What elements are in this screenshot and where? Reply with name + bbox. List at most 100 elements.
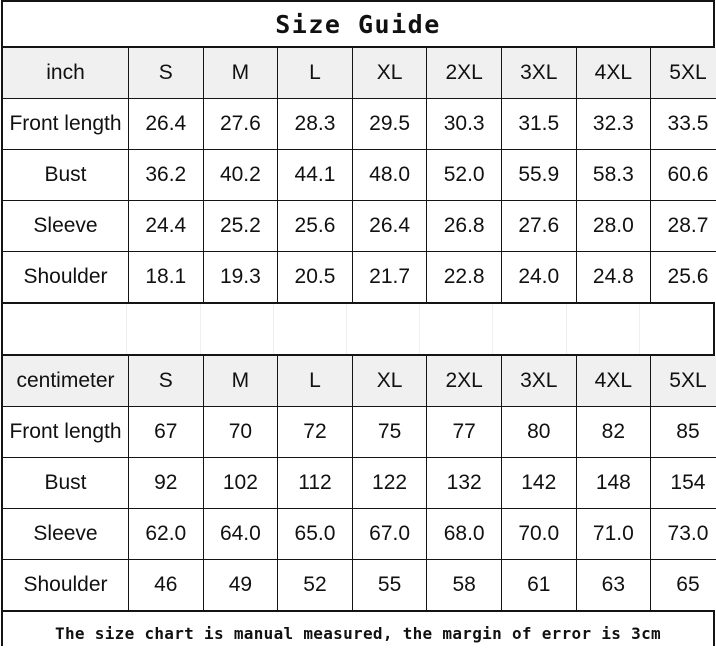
cm-bust-4xl: 148 xyxy=(575,457,652,509)
inch-shoulder-5xl: 25.6 xyxy=(650,251,716,302)
cm-front-length-s: 67 xyxy=(128,406,204,458)
cm-shoulder-m: 49 xyxy=(202,559,279,610)
cm-shoulder-l: 52 xyxy=(277,559,353,610)
inch-section: inch S M L XL 2XL 3XL 4XL 5XL Front leng… xyxy=(3,48,716,304)
cm-bust-m: 102 xyxy=(202,457,279,509)
inch-shoulder-xl: 21.7 xyxy=(351,251,428,302)
inch-bust-m: 40.2 xyxy=(202,149,279,201)
cm-bust-l: 112 xyxy=(277,457,353,509)
inch-sleeve-xl: 26.4 xyxy=(351,200,428,252)
cm-front-length-4xl: 82 xyxy=(575,406,652,458)
cm-sleeve-xl: 67.0 xyxy=(351,508,428,560)
inch-header-size-s: S xyxy=(128,48,204,99)
inch-header-size-2xl: 2XL xyxy=(426,48,502,99)
inch-front-length-l: 28.3 xyxy=(277,98,353,150)
inch-bust-xl: 48.0 xyxy=(351,149,428,201)
inch-front-length-5xl: 33.5 xyxy=(650,98,716,150)
inch-shoulder-m: 19.3 xyxy=(202,251,279,302)
inch-size-table: inch S M L XL 2XL 3XL 4XL 5XL Front leng… xyxy=(3,48,716,302)
inch-shoulder-s: 18.1 xyxy=(128,251,204,302)
centimeter-section: centimeter S M L XL 2XL 3XL 4XL 5XL Fron… xyxy=(3,354,716,612)
table-row: Sleeve 24.4 25.2 25.6 26.4 26.8 27.6 28.… xyxy=(3,200,716,252)
cm-header-size-2xl: 2XL xyxy=(426,356,502,407)
spacer-cell-4xl xyxy=(567,304,640,354)
cm-header-size-3xl: 3XL xyxy=(500,356,577,407)
inch-header-size-xl: XL xyxy=(351,48,428,99)
cm-shoulder-4xl: 63 xyxy=(575,559,652,610)
centimeter-header-row: centimeter S M L XL 2XL 3XL 4XL 5XL xyxy=(3,356,716,407)
spacer-cell-5xl xyxy=(640,304,713,354)
size-guide-title-row: Size Guide xyxy=(3,2,713,48)
measurement-note: The size chart is manual measured, the m… xyxy=(55,624,661,643)
inch-sleeve-l: 25.6 xyxy=(277,200,353,252)
cm-bust-s: 92 xyxy=(128,457,204,509)
inch-bust-l: 44.1 xyxy=(277,149,353,201)
cm-header-size-4xl: 4XL xyxy=(575,356,652,407)
cm-header-size-5xl: 5XL xyxy=(650,356,716,407)
table-row: Front length 26.4 27.6 28.3 29.5 30.3 31… xyxy=(3,98,716,150)
spacer-cell-label xyxy=(3,304,128,354)
spacer-cell-xl xyxy=(347,304,421,354)
inch-sleeve-4xl: 28.0 xyxy=(575,200,652,252)
measurement-note-row: The size chart is manual measured, the m… xyxy=(3,612,713,656)
cm-front-length-m: 70 xyxy=(202,406,279,458)
cm-sleeve-4xl: 71.0 xyxy=(575,508,652,560)
inch-shoulder-3xl: 24.0 xyxy=(500,251,577,302)
cm-header-size-l: L xyxy=(277,356,353,407)
inch-bust-4xl: 58.3 xyxy=(575,149,652,201)
inch-row-label-bust: Bust xyxy=(3,149,129,201)
inch-sleeve-3xl: 27.6 xyxy=(500,200,577,252)
cm-front-length-3xl: 80 xyxy=(500,406,577,458)
cm-row-label-sleeve: Sleeve xyxy=(3,508,129,560)
cm-bust-5xl: 154 xyxy=(650,457,716,509)
inch-shoulder-4xl: 24.8 xyxy=(575,251,652,302)
inch-front-length-2xl: 30.3 xyxy=(426,98,502,150)
cm-row-label-shoulder: Shoulder xyxy=(3,559,129,610)
inch-header-size-5xl: 5XL xyxy=(650,48,716,99)
inch-sleeve-2xl: 26.8 xyxy=(426,200,502,252)
inch-header-size-3xl: 3XL xyxy=(500,48,577,99)
table-row: Front length 67 70 72 75 77 80 82 85 xyxy=(3,406,716,458)
inch-bust-s: 36.2 xyxy=(128,149,204,201)
inch-front-length-s: 26.4 xyxy=(128,98,204,150)
inch-front-length-4xl: 32.3 xyxy=(575,98,652,150)
inch-table-body: inch S M L XL 2XL 3XL 4XL 5XL Front leng… xyxy=(3,48,716,302)
spacer-cell-l xyxy=(274,304,347,354)
spacer-cell-3xl xyxy=(493,304,567,354)
inch-row-label-front-length: Front length xyxy=(3,98,129,150)
inch-front-length-3xl: 31.5 xyxy=(500,98,577,150)
cm-sleeve-3xl: 70.0 xyxy=(500,508,577,560)
inch-bust-5xl: 60.6 xyxy=(650,149,716,201)
cm-sleeve-l: 65.0 xyxy=(277,508,353,560)
inch-bust-3xl: 55.9 xyxy=(500,149,577,201)
spacer-cell-s xyxy=(127,304,201,354)
spacer-cell-m xyxy=(201,304,274,354)
cm-front-length-2xl: 77 xyxy=(426,406,502,458)
inch-sleeve-5xl: 28.7 xyxy=(650,200,716,252)
inch-row-label-shoulder: Shoulder xyxy=(3,251,129,302)
section-spacer-row xyxy=(3,304,713,354)
centimeter-table-body: centimeter S M L XL 2XL 3XL 4XL 5XL Fron… xyxy=(3,356,716,610)
inch-sleeve-m: 25.2 xyxy=(202,200,279,252)
inch-header-size-4xl: 4XL xyxy=(575,48,652,99)
inch-header-size-m: M xyxy=(202,48,279,99)
cm-bust-xl: 122 xyxy=(351,457,428,509)
table-row: Sleeve 62.0 64.0 65.0 67.0 68.0 70.0 71.… xyxy=(3,508,716,560)
cm-shoulder-xl: 55 xyxy=(351,559,428,610)
cm-shoulder-3xl: 61 xyxy=(500,559,577,610)
inch-shoulder-2xl: 22.8 xyxy=(426,251,502,302)
cm-header-size-s: S xyxy=(128,356,204,407)
inch-bust-2xl: 52.0 xyxy=(426,149,502,201)
table-row: Shoulder 18.1 19.3 20.5 21.7 22.8 24.0 2… xyxy=(3,251,716,302)
cm-shoulder-2xl: 58 xyxy=(426,559,502,610)
cm-bust-2xl: 132 xyxy=(426,457,502,509)
cm-front-length-l: 72 xyxy=(277,406,353,458)
centimeter-size-table: centimeter S M L XL 2XL 3XL 4XL 5XL Fron… xyxy=(3,356,716,610)
inch-sleeve-s: 24.4 xyxy=(128,200,204,252)
inch-front-length-m: 27.6 xyxy=(202,98,279,150)
cm-bust-3xl: 142 xyxy=(500,457,577,509)
inch-unit-header: inch xyxy=(3,48,129,99)
cm-sleeve-2xl: 68.0 xyxy=(426,508,502,560)
inch-header-row: inch S M L XL 2XL 3XL 4XL 5XL xyxy=(3,48,716,99)
